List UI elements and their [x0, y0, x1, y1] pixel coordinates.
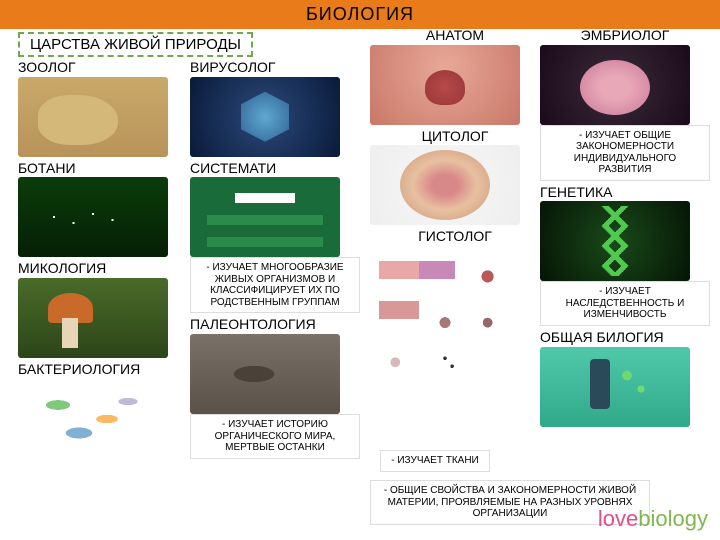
cytology-thumb — [370, 145, 520, 225]
embryology-block: ЭМБРИОЛОГ - ИЗУЧАЕТ ОБЩИЕ ЗАКОНОМЕРНОСТИ… — [540, 28, 710, 181]
paleontology-thumb — [190, 334, 340, 414]
genetics-label: ГЕНЕТИКА — [540, 185, 710, 200]
general-block: ОБЩАЯ БИЛОГИЯ — [540, 330, 710, 427]
embryology-thumb — [540, 45, 690, 125]
page-title: БИОЛОГИЯ — [0, 0, 720, 29]
anatomy-thumb — [370, 45, 520, 125]
column-4: ЭМБРИОЛОГ - ИЗУЧАЕТ ОБЩИЕ ЗАКОНОМЕРНОСТИ… — [540, 28, 710, 431]
mycology-thumb — [18, 278, 168, 358]
column-3: АНАТОМ ЦИТОЛОГ ГИСТОЛОГ — [370, 28, 540, 390]
botany-label: БОТАНИ — [18, 161, 188, 176]
zoology-thumb — [18, 77, 168, 157]
virology-block: ВИРУСОЛОГ — [190, 60, 360, 157]
paleontology-desc: - ИЗУЧАЕТ ИСТОРИЮ ОРГАНИЧЕСКОГО МИРА, МЕ… — [190, 414, 360, 459]
general-label: ОБЩАЯ БИЛОГИЯ — [540, 330, 710, 345]
virology-label: ВИРУСОЛОГ — [190, 60, 360, 75]
genetics-desc: - ИЗУЧАЕТ НАСЛЕДСТВЕННОСТЬ И ИЗМЕНЧИВОСТ… — [540, 281, 710, 326]
histology-thumb — [370, 246, 520, 386]
anatomy-block: АНАТОМ — [370, 28, 540, 125]
column-1: ЗООЛОГ БОТАНИ МИКОЛОГИЯ БАКТЕРИОЛОГИЯ — [18, 60, 188, 463]
systematics-block: СИСТЕМАТИ - ИЗУЧАЕТ МНОГООБРАЗИЕ ЖИВЫХ О… — [190, 161, 360, 314]
virology-thumb — [190, 77, 340, 157]
zoology-label: ЗООЛОГ — [18, 60, 188, 75]
anatomy-label: АНАТОМ — [370, 28, 540, 43]
paleontology-block: ПАЛЕОНТОЛОГИЯ - ИЗУЧАЕТ ИСТОРИЮ ОРГАНИЧЕ… — [190, 317, 360, 458]
bacteriology-block: БАКТЕРИОЛОГИЯ — [18, 362, 188, 459]
zoology-block: ЗООЛОГ — [18, 60, 188, 157]
embryology-desc: - ИЗУЧАЕТ ОБЩИЕ ЗАКОНОМЕРНОСТИ ИНДИВИДУА… — [540, 125, 710, 181]
logo: lovebiology — [598, 506, 708, 532]
general-thumb — [540, 347, 690, 427]
genetics-thumb — [540, 201, 690, 281]
paleontology-label: ПАЛЕОНТОЛОГИЯ — [190, 317, 360, 332]
logo-bio: biology — [638, 506, 708, 531]
genetics-block: ГЕНЕТИКА - ИЗУЧАЕТ НАСЛЕДСТВЕННОСТЬ И ИЗ… — [540, 185, 710, 326]
botany-thumb — [18, 177, 168, 257]
systematics-desc: - ИЗУЧАЕТ МНОГООБРАЗИЕ ЖИВЫХ ОРГАНИЗМОВ … — [190, 257, 360, 313]
cytology-label: ЦИТОЛОГ — [370, 129, 540, 144]
histology-label: ГИСТОЛОГ — [370, 229, 540, 244]
systematics-thumb — [190, 177, 340, 257]
logo-love: love — [598, 506, 638, 531]
embryology-label: ЭМБРИОЛОГ — [540, 28, 710, 43]
bacteriology-label: БАКТЕРИОЛОГИЯ — [18, 362, 188, 377]
cytology-block: ЦИТОЛОГ — [370, 129, 540, 226]
mycology-block: МИКОЛОГИЯ — [18, 261, 188, 358]
kingdoms-box: ЦАРСТВА ЖИВОЙ ПРИРОДЫ — [18, 32, 253, 57]
botany-block: БОТАНИ — [18, 161, 188, 258]
histology-desc: - ИЗУЧАЕТ ТКАНИ — [380, 450, 490, 472]
histology-block: ГИСТОЛОГ — [370, 229, 540, 386]
mycology-label: МИКОЛОГИЯ — [18, 261, 188, 276]
bacteriology-thumb — [18, 379, 168, 459]
systematics-label: СИСТЕМАТИ — [190, 161, 360, 176]
column-2: ВИРУСОЛОГ СИСТЕМАТИ - ИЗУЧАЕТ МНОГООБРАЗ… — [190, 60, 360, 463]
